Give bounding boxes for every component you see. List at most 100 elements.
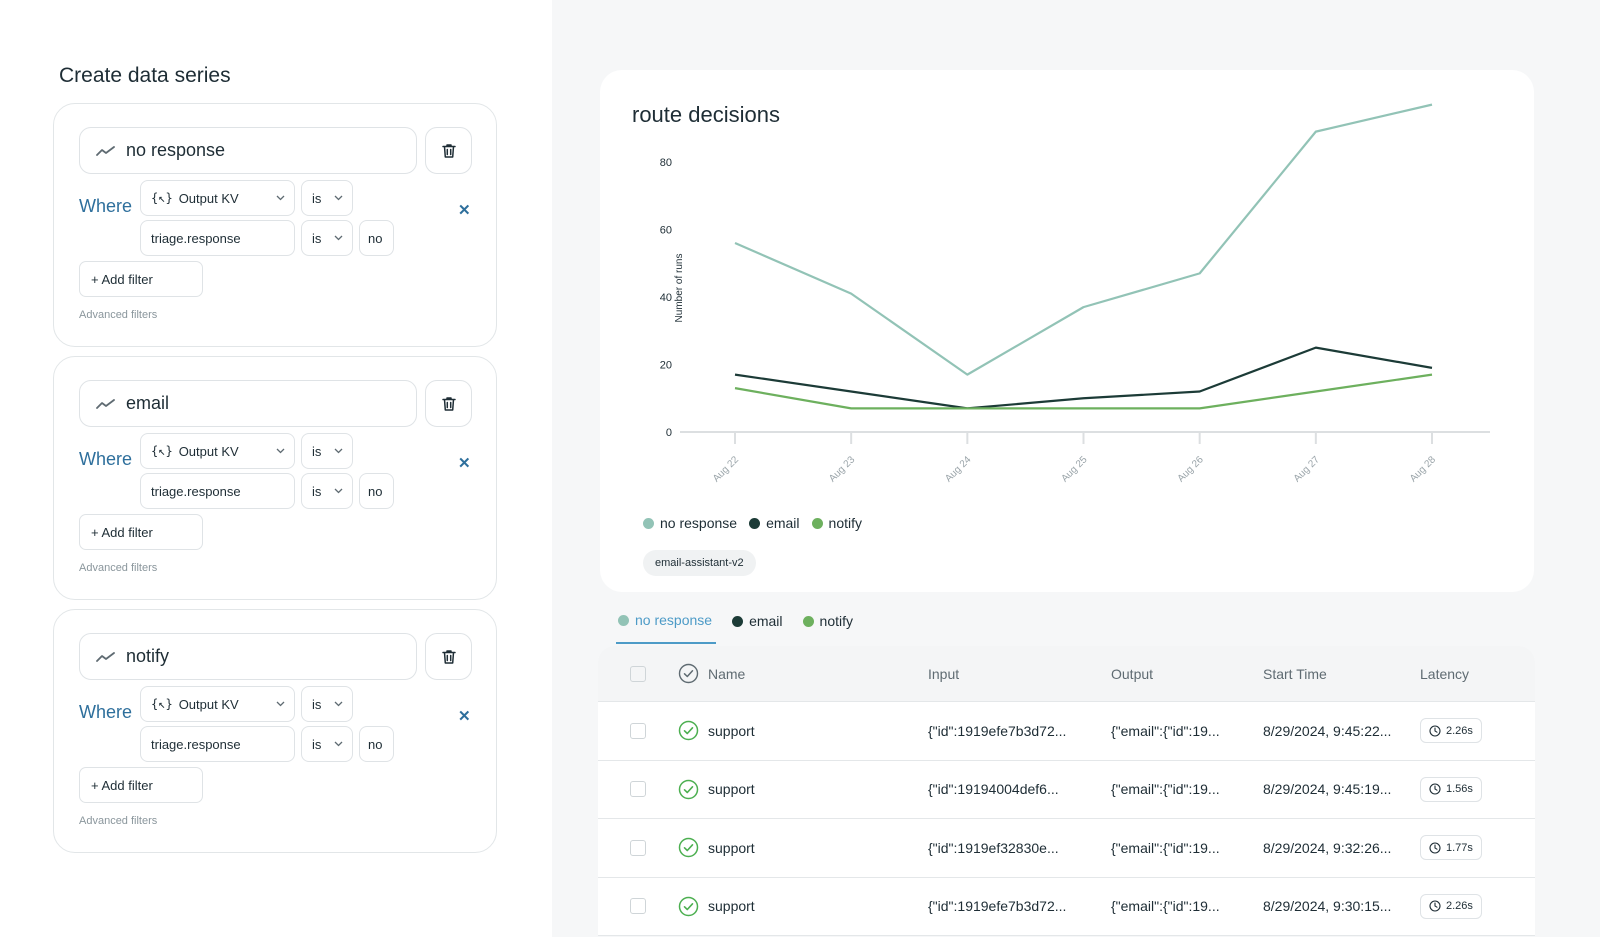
output-header[interactable]: Output	[1111, 665, 1154, 682]
field-operator-select[interactable]: is	[301, 686, 353, 722]
trend-line-icon	[96, 650, 116, 664]
advanced-filters-link[interactable]: Advanced filters	[79, 309, 158, 321]
value-input[interactable]: no	[359, 726, 394, 762]
tab-email[interactable]: email	[730, 612, 786, 644]
table-row[interactable]: support {"id":1919efe7b3d72... {"email":…	[598, 877, 1535, 936]
key-value: triage.response	[151, 483, 241, 499]
table-row[interactable]: support {"id":1919ef32830e... {"email":{…	[598, 819, 1535, 878]
table-header: Name Input Output Start Time Latency	[598, 646, 1535, 702]
key-input[interactable]: triage.response	[140, 220, 295, 256]
latency-badge: 1.56s	[1420, 776, 1482, 802]
run-name: support	[708, 839, 755, 856]
name-cell: support	[678, 720, 928, 741]
field-operator-value: is	[312, 190, 322, 206]
row-checkbox[interactable]	[630, 781, 646, 798]
field-type-select[interactable]: {↖} Output KV	[140, 686, 295, 722]
table-row[interactable]: support {"id":19194004def6... {"email":{…	[598, 760, 1535, 819]
series-line-email[interactable]	[734, 346, 1433, 410]
field-type-select[interactable]: {↖} Output KV	[140, 433, 295, 469]
output-cell: {"email":{"id":19...	[1111, 898, 1220, 915]
tab-notify[interactable]: notify	[801, 612, 857, 644]
legend-item[interactable]: no response	[643, 515, 737, 531]
success-icon	[678, 896, 699, 916]
name-header[interactable]: Name	[678, 663, 928, 684]
success-icon	[678, 779, 699, 799]
field-type-value: Output KV	[178, 696, 239, 712]
name-header-label: Name	[708, 665, 746, 682]
x-tick-label: Aug 28	[1408, 454, 1438, 484]
row-checkbox[interactable]	[630, 839, 646, 856]
key-operator-select[interactable]: is	[301, 726, 353, 762]
latency-cell: 1.77s	[1420, 835, 1520, 861]
key-operator-select[interactable]: is	[301, 473, 353, 509]
tab-dot	[802, 615, 814, 627]
value-input[interactable]: no	[359, 473, 394, 509]
series-name-input[interactable]: email	[79, 380, 417, 427]
key-input[interactable]: triage.response	[140, 726, 295, 762]
legend-item[interactable]: email	[749, 515, 800, 531]
series-name-input[interactable]: no response	[79, 127, 417, 174]
key-operator-value: is	[312, 736, 322, 752]
tab-no-response[interactable]: no response	[616, 612, 717, 644]
results-panel: route decisions 0 20 40 60 80 Number of runs A…	[552, 0, 1600, 937]
x-tick-label: Aug 25	[1059, 454, 1089, 484]
series-line-no-response[interactable]	[734, 103, 1433, 376]
latency-cell: 2.26s	[1420, 718, 1520, 744]
advanced-filters-link[interactable]: Advanced filters	[79, 562, 158, 574]
series-card: email Where {↖} Output KV is ✕ triage.re…	[53, 356, 497, 600]
remove-filter-button[interactable]: ✕	[458, 708, 471, 725]
row-checkbox-cell	[598, 898, 678, 915]
remove-filter-button[interactable]: ✕	[458, 202, 471, 219]
field-type-select[interactable]: {↖} Output KV	[140, 180, 295, 216]
delete-series-button[interactable]	[425, 633, 472, 680]
key-input[interactable]: triage.response	[140, 473, 295, 509]
x-tick-label: Aug 26	[1176, 454, 1206, 484]
key-operator-value: is	[312, 483, 322, 499]
value-input[interactable]: no	[359, 220, 394, 256]
series-name-input[interactable]: notify	[79, 633, 417, 680]
run-name: support	[708, 722, 755, 739]
legend-label: no response	[660, 515, 738, 531]
dataset-chip[interactable]: email-assistant-v2	[643, 550, 756, 576]
start-time-header[interactable]: Start Time	[1263, 665, 1327, 682]
start-time-cell: 8/29/2024, 9:45:19...	[1263, 781, 1392, 798]
select-all-checkbox[interactable]	[630, 665, 646, 682]
series-tabs: no response email notify	[616, 612, 871, 644]
tab-dot	[618, 614, 629, 626]
add-filter-button[interactable]: + Add filter	[79, 767, 203, 803]
legend-item[interactable]: notify	[811, 515, 862, 531]
remove-filter-button[interactable]: ✕	[458, 455, 471, 472]
delete-series-button[interactable]	[425, 380, 472, 427]
legend-dot	[749, 517, 761, 529]
field-operator-select[interactable]: is	[301, 180, 353, 216]
chevron-down-icon	[334, 195, 343, 201]
input-header[interactable]: Input	[928, 665, 960, 682]
kv-icon: {↖}	[151, 697, 173, 711]
name-cell: support	[678, 837, 928, 858]
run-name: support	[708, 898, 755, 915]
y-tick-label: 40	[660, 292, 672, 304]
add-filter-button[interactable]: + Add filter	[79, 514, 203, 550]
chevron-down-icon	[334, 741, 343, 747]
y-tick-label: 80	[660, 157, 672, 169]
field-operator-select[interactable]: is	[301, 433, 353, 469]
key-operator-select[interactable]: is	[301, 220, 353, 256]
series-name-text: notify	[126, 646, 170, 666]
add-filter-button[interactable]: + Add filter	[79, 261, 203, 297]
field-type-value: Output KV	[178, 190, 239, 206]
table-row[interactable]: support {"id":1919efe7b3d72... {"email":…	[598, 702, 1535, 761]
input-cell: {"id":1919efe7b3d72...	[928, 898, 1067, 915]
chevron-down-icon	[334, 701, 343, 707]
row-checkbox-cell	[598, 722, 678, 739]
series-line-notify[interactable]	[734, 373, 1433, 410]
row-checkbox[interactable]	[630, 722, 646, 739]
row-checkbox[interactable]	[630, 898, 646, 915]
chevron-down-icon	[334, 448, 343, 454]
x-tick-label: Aug 24	[943, 454, 973, 484]
latency-header[interactable]: Latency	[1420, 665, 1470, 682]
y-tick-label: 60	[660, 225, 672, 237]
advanced-filters-link[interactable]: Advanced filters	[79, 815, 158, 827]
chart-card: route decisions 0 20 40 60 80 Number of runs A…	[600, 70, 1534, 592]
line-chart: 0 20 40 60 80 Number of runs Aug 22 Aug 23 Aug 2…	[660, 103, 1490, 485]
delete-series-button[interactable]	[425, 127, 472, 174]
